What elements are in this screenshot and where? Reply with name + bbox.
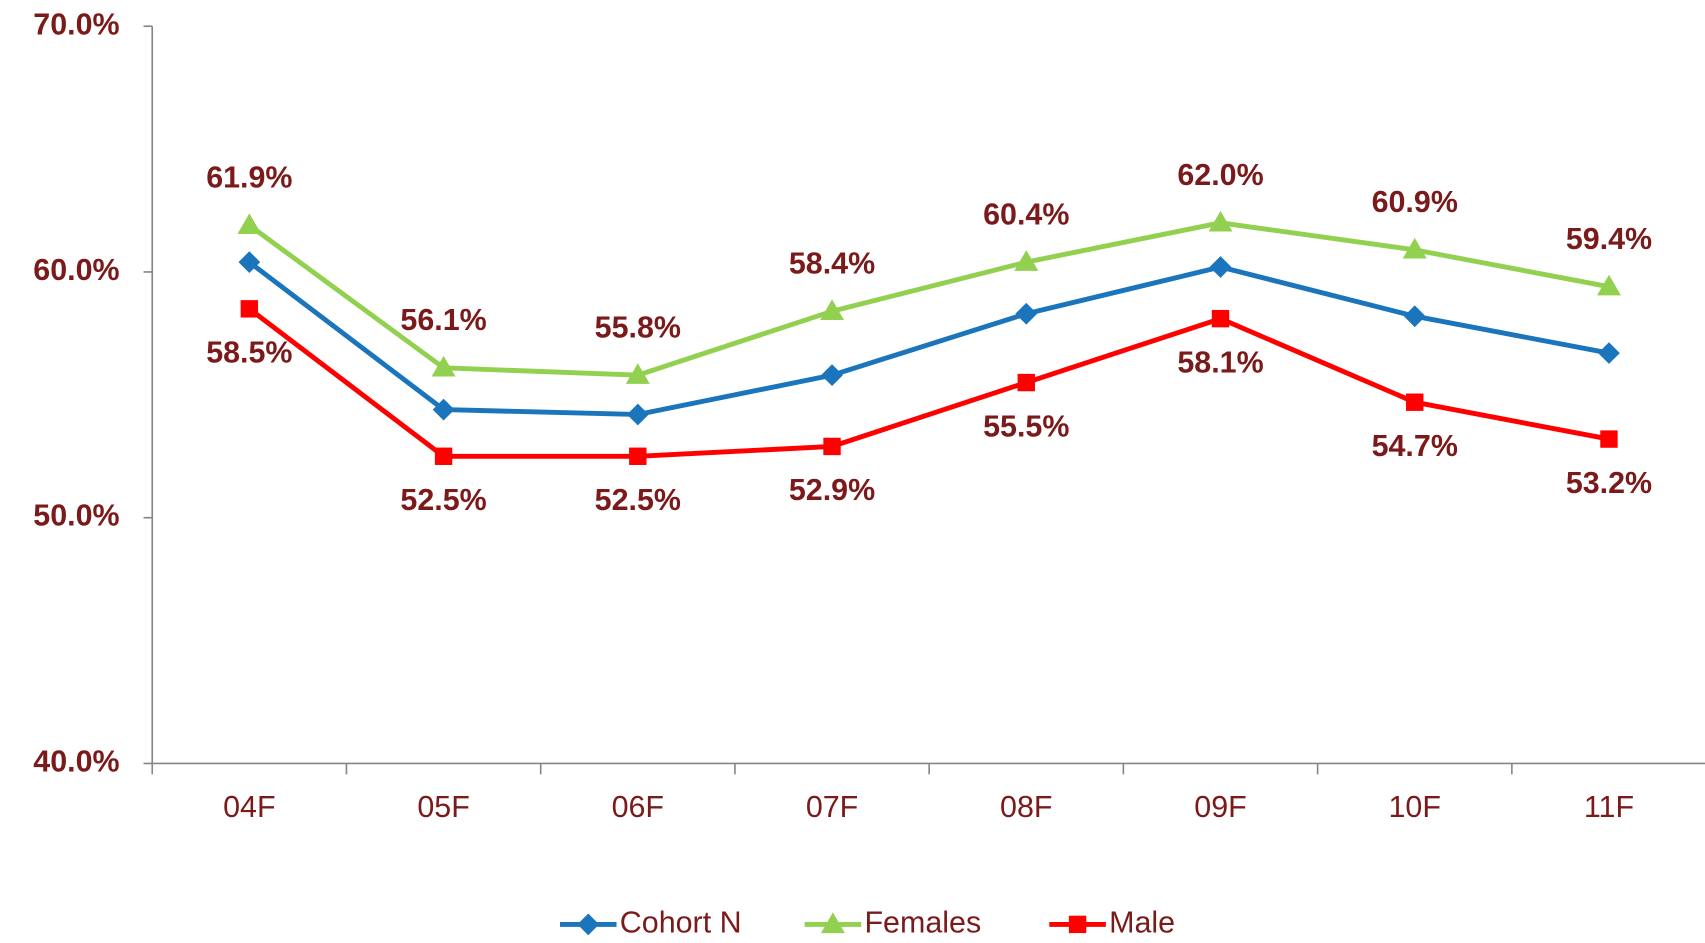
data-label: 60.9% — [1372, 185, 1458, 219]
data-label: 54.7% — [1372, 429, 1458, 463]
legend-label: Male — [1109, 905, 1175, 939]
data-label: 58.5% — [206, 336, 292, 370]
data-label: 52.9% — [789, 473, 875, 507]
legend-marker — [820, 912, 845, 934]
data-label: 52.5% — [400, 483, 486, 517]
point — [1209, 256, 1232, 278]
x-tick-label: 04F — [223, 790, 275, 824]
point — [820, 299, 845, 320]
data-label: 62.0% — [1177, 158, 1263, 192]
point — [1597, 274, 1621, 296]
point — [240, 300, 259, 318]
legend-label: Cohort N — [620, 905, 742, 939]
data-label: 60.4% — [983, 198, 1069, 232]
legend-marker — [577, 913, 600, 936]
point — [823, 437, 841, 456]
point — [625, 363, 650, 384]
x-tick-label: 06F — [612, 790, 664, 824]
point — [626, 403, 649, 426]
point — [1600, 430, 1618, 448]
point — [1208, 210, 1233, 232]
y-tick-label: 50.0% — [33, 499, 119, 533]
point — [237, 213, 262, 234]
data-label: 58.4% — [789, 247, 875, 281]
x-tick-label: 10F — [1389, 790, 1441, 824]
point — [431, 355, 456, 377]
data-label: 55.8% — [595, 311, 681, 345]
data-label: 52.5% — [595, 483, 681, 517]
data-label: 56.1% — [400, 303, 486, 337]
data-label: 55.5% — [983, 409, 1069, 443]
point — [1015, 302, 1038, 325]
point — [1598, 342, 1620, 364]
y-tick-label: 70.0% — [33, 7, 119, 41]
point — [1402, 237, 1427, 259]
x-tick-label: 08F — [1000, 790, 1052, 824]
point — [434, 447, 453, 465]
point — [1017, 373, 1035, 392]
data-label: 58.1% — [1177, 345, 1263, 379]
x-tick-label: 09F — [1194, 790, 1246, 824]
x-tick-label: 05F — [417, 790, 469, 824]
data-label: 61.9% — [206, 161, 292, 195]
point — [629, 447, 647, 465]
point — [1406, 393, 1424, 411]
x-tick-label: 11F — [1584, 790, 1634, 824]
legend-label: Females — [864, 905, 981, 939]
x-tick-label: 07F — [806, 790, 858, 824]
series-line — [247, 220, 1610, 378]
y-tick-label: 40.0% — [33, 745, 119, 779]
point — [1014, 250, 1039, 271]
point — [821, 364, 843, 387]
series-line — [247, 306, 1610, 459]
point — [1403, 305, 1426, 328]
legend-marker — [1068, 915, 1087, 934]
point — [1211, 309, 1230, 328]
point — [432, 398, 455, 421]
data-label: 53.2% — [1566, 466, 1652, 500]
series-line — [247, 260, 1610, 417]
data-label: 59.4% — [1566, 222, 1652, 256]
y-tick-label: 60.0% — [33, 253, 119, 287]
